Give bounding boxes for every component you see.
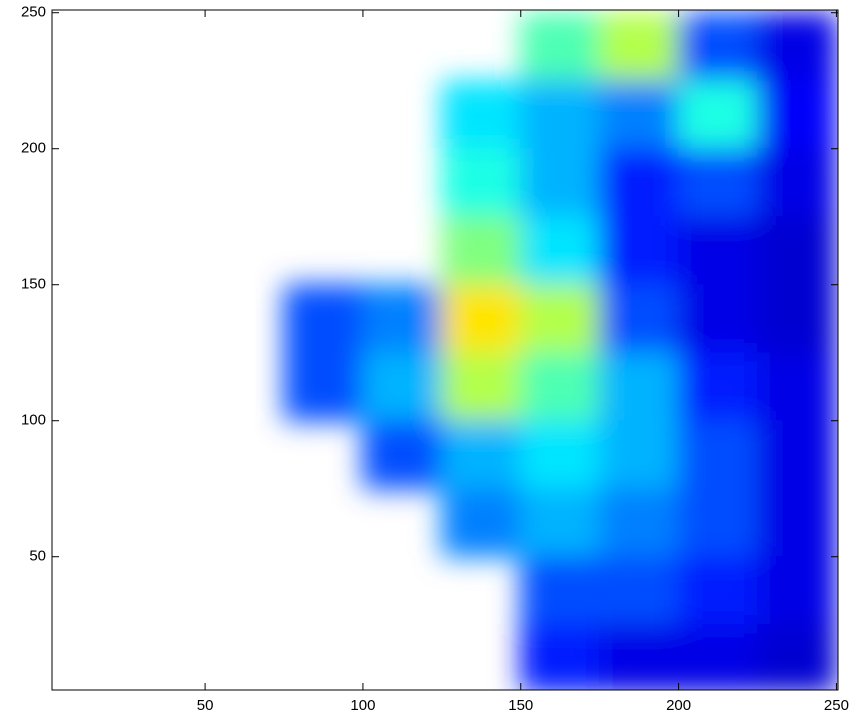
x-tick-label: 200 [666, 697, 691, 714]
x-tick-label: 250 [824, 697, 849, 714]
heatmap-cell [441, 216, 522, 286]
x-tick-label: 150 [508, 697, 533, 714]
heatmap-cell [520, 488, 601, 558]
heatmap-cell [441, 420, 522, 490]
heatmap-cell [757, 420, 837, 490]
heatmap-cell [441, 148, 522, 218]
heatmap-cell [757, 80, 837, 150]
heatmap-cell [520, 284, 601, 354]
heatmap-cell [757, 216, 837, 286]
heatmap-cell [678, 148, 759, 218]
heatmap-cell [757, 352, 837, 422]
heatmap-cell [441, 352, 522, 422]
heatmap-field [283, 12, 837, 690]
heatmap-cell [520, 352, 601, 422]
heatmap-cell [757, 148, 837, 218]
x-tick-label: 100 [350, 697, 375, 714]
heatmap-cell [678, 216, 759, 286]
heatmap-cell [757, 556, 837, 626]
heatmap-cell [599, 148, 680, 218]
heatmap-cell [520, 556, 601, 626]
y-tick-label: 100 [21, 412, 46, 429]
heatmap-cell [362, 420, 443, 490]
heatmap-cell [520, 80, 601, 150]
heatmap-cell [678, 488, 759, 558]
heatmap-cell [678, 624, 759, 690]
heatmap-cells [283, 12, 837, 690]
heatmap-cell [757, 624, 837, 690]
heatmap-cell [757, 12, 837, 82]
heatmap-cell [678, 12, 759, 82]
heatmap-cell [599, 284, 680, 354]
heatmap-cell [678, 420, 759, 490]
heatmap-cell [599, 624, 680, 690]
heatmap-cell [757, 488, 837, 558]
heatmap-cell [362, 284, 443, 354]
heatmap-cell [678, 556, 759, 626]
heatmap-cell [362, 352, 443, 422]
heatmap-cell [757, 284, 837, 354]
heatmap-cell [283, 284, 364, 354]
heatmap-cell [678, 284, 759, 354]
heatmap-cell [599, 420, 680, 490]
heatmap-cell [599, 80, 680, 150]
heatmap-cell [520, 216, 601, 286]
heatmap-cell [520, 148, 601, 218]
heatmap-cell [599, 352, 680, 422]
x-tick-label: 50 [197, 697, 214, 714]
y-tick-label: 250 [21, 4, 46, 21]
heatmap-cell [599, 556, 680, 626]
heatmap-cell [599, 488, 680, 558]
heatmap-cell [520, 420, 601, 490]
heatmap-cell [441, 284, 522, 354]
heatmap-cell [283, 352, 364, 422]
y-tick-label: 150 [21, 276, 46, 293]
heatmap-cell [520, 624, 601, 690]
heatmap-cell [599, 216, 680, 286]
heatmap-cell [678, 80, 759, 150]
plot-frame [51, 9, 839, 691]
heatmap-cell [599, 12, 680, 82]
heatmap-cell [678, 352, 759, 422]
y-tick-label: 50 [29, 548, 46, 565]
heatmap-cell [441, 80, 522, 150]
heatmap-cell [520, 12, 601, 82]
heatmap-cell [441, 488, 522, 558]
y-tick-label: 200 [21, 140, 46, 157]
